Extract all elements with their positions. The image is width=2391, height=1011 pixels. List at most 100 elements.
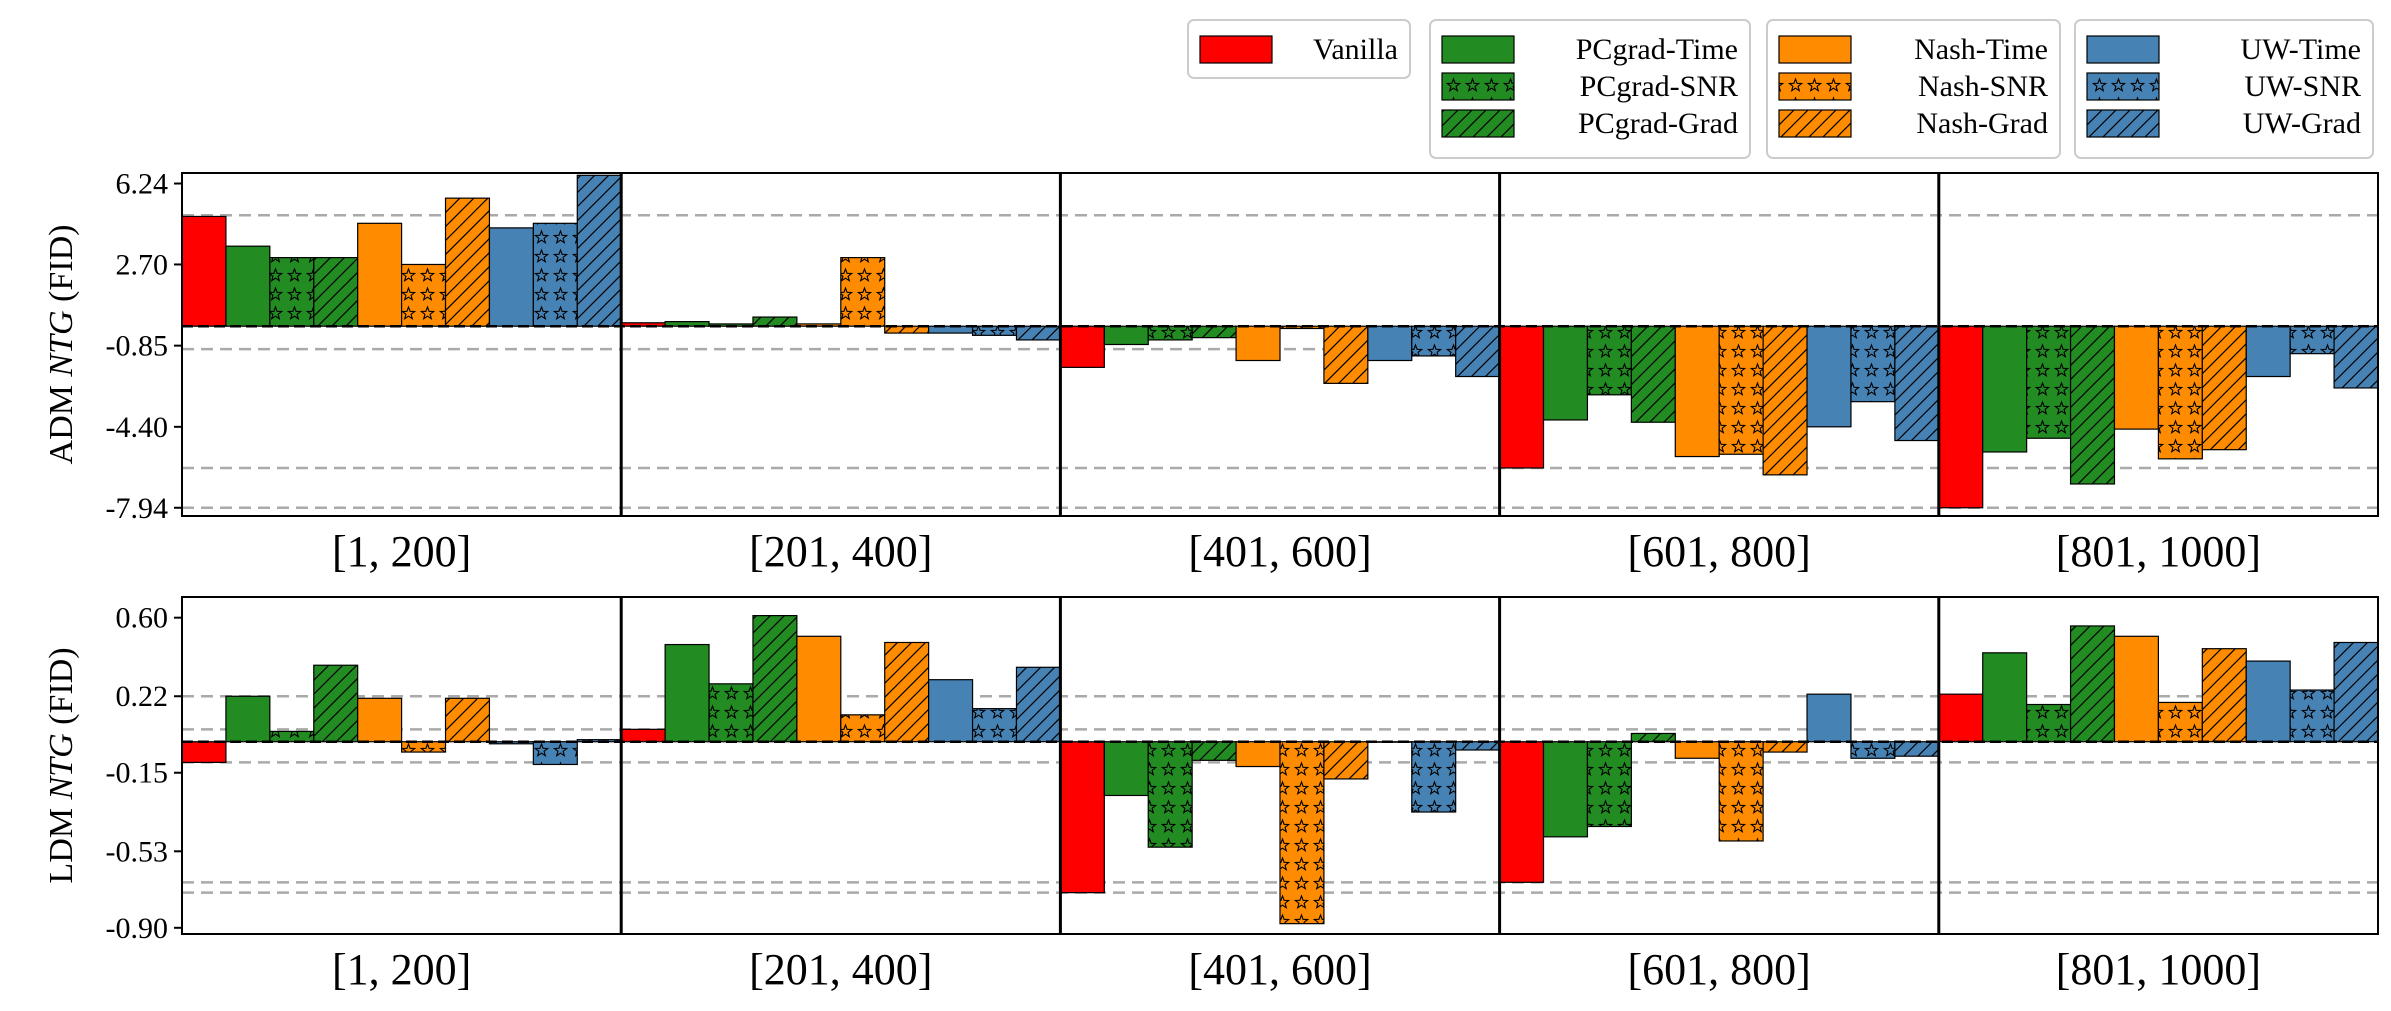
bar-nash-grad-2 <box>884 641 930 743</box>
bar-nash-snr-1 <box>401 263 447 327</box>
bar-uw-snr-3 <box>1411 741 1457 813</box>
bar-uw-time-5 <box>2245 660 2291 743</box>
bar-uw-snr-4 <box>1850 741 1896 759</box>
bar-pcgrad-grad-1 <box>313 664 359 743</box>
y-tick-label: -0.90 <box>106 912 169 945</box>
bar-pcgrad-grad-3 <box>1191 741 1237 761</box>
y-tick-label: 0.60 <box>116 602 169 635</box>
legend-swatch-nash-time <box>1778 35 1852 64</box>
bar-pcgrad-time-5 <box>1982 325 2028 453</box>
bar-nash-time-5 <box>2113 635 2159 743</box>
panel-adm: 6.24 2.70 -0.85 -4.40 -7.94 [1, 200] [201, 400… <box>43 168 2379 576</box>
x-category-label: [201, 400] <box>749 527 932 576</box>
bar-pcgrad-grad-4 <box>1630 732 1676 743</box>
legend-label-uw-snr: UW-SNR <box>2244 70 2361 103</box>
bar-nash-snr-1 <box>401 741 447 753</box>
legend-label-uw-time: UW-Time <box>2240 33 2361 66</box>
bar-uw-grad-5 <box>2333 641 2379 743</box>
bar-pcgrad-grad-3 <box>1191 325 1237 339</box>
legend-label-nash-grad: Nash-Grad <box>1916 107 2048 140</box>
y-tick-label: 6.24 <box>116 168 169 201</box>
y-tick-label: 0.22 <box>116 680 169 713</box>
y-tick-label: -0.85 <box>106 330 169 363</box>
bar-uw-snr-2 <box>971 708 1018 743</box>
bar-nash-grad-4 <box>1762 325 1808 476</box>
legend-swatch-uw-grad <box>2086 109 2160 138</box>
legend-group-2: PCgrad-Time PCgrad-SNR PCgrad-Grad <box>1429 19 1751 159</box>
bar-vanilla-5 <box>1938 325 1984 509</box>
y-axis-label: ADM NTG (FID) <box>43 225 80 465</box>
bar-nash-time-1 <box>357 697 403 743</box>
bar-uw-snr-1 <box>532 741 578 766</box>
legend-label-vanilla: Vanilla <box>1313 33 1398 66</box>
bar-uw-grad-3 <box>1455 325 1501 378</box>
bar-vanilla-5 <box>1938 693 1984 743</box>
legend-group-4: UW-Time UW-SNR UW-Grad <box>2074 19 2374 159</box>
bar-nash-grad-4 <box>1762 741 1808 753</box>
y-tick-label: -0.53 <box>106 835 169 868</box>
bar-pcgrad-time-5 <box>1982 652 2028 743</box>
bar-nash-snr-2 <box>840 714 886 743</box>
bar-vanilla-1 <box>181 215 227 327</box>
legend-label-nash-time: Nash-Time <box>1914 33 2048 66</box>
bar-vanilla-4 <box>1498 325 1545 469</box>
bar-nash-time-2 <box>796 323 842 327</box>
bar-uw-snr-4 <box>1850 325 1896 403</box>
legend-swatch-uw-time <box>2086 35 2160 64</box>
x-category-label: [801, 1000] <box>2056 945 2261 994</box>
bar-nash-grad-1 <box>444 197 491 327</box>
bar-pcgrad-time-4 <box>1542 325 1589 421</box>
bar-nash-time-1 <box>357 222 403 327</box>
y-tick-label: -0.15 <box>106 757 169 790</box>
x-category-label: [801, 1000] <box>2056 527 2261 576</box>
bar-uw-time-5 <box>2245 325 2291 378</box>
bar-vanilla-4 <box>1498 741 1545 883</box>
bar-nash-time-3 <box>1235 741 1281 768</box>
bar-uw-time-2 <box>928 679 974 743</box>
legend-label-pcgrad-grad: PCgrad-Grad <box>1578 107 1738 140</box>
x-category-label: [601, 800] <box>1628 527 1811 576</box>
bar-pcgrad-grad-2 <box>752 615 798 743</box>
bar-uw-time-3 <box>1367 325 1413 362</box>
y-tick-label: 2.70 <box>116 248 169 281</box>
bar-uw-time-4 <box>1806 693 1852 743</box>
bar-vanilla-3 <box>1059 741 1105 894</box>
bar-uw-grad-2 <box>1015 325 1061 341</box>
bar-nash-time-4 <box>1674 741 1720 759</box>
bar-nash-grad-5 <box>2201 648 2247 743</box>
legend-label-uw-grad: UW-Grad <box>2243 107 2361 140</box>
bar-uw-snr-5 <box>2289 689 2335 743</box>
bar-nash-snr-5 <box>2157 701 2203 743</box>
bar-pcgrad-snr-5 <box>2026 703 2072 743</box>
bar-pcgrad-grad-5 <box>2069 625 2116 743</box>
bar-uw-snr-3 <box>1411 325 1457 357</box>
legend-swatch-pcgrad-snr <box>1441 72 1515 101</box>
bar-vanilla-1 <box>181 741 227 763</box>
x-category-label: [401, 600] <box>1188 945 1371 994</box>
bar-pcgrad-snr-4 <box>1586 741 1632 828</box>
bar-nash-snr-4 <box>1718 741 1764 842</box>
legend-swatch-nash-grad <box>1778 109 1852 138</box>
bar-uw-grad-2 <box>1015 666 1061 743</box>
x-category-label: [601, 800] <box>1628 945 1811 994</box>
legend-label-pcgrad-time: PCgrad-Time <box>1576 33 1738 66</box>
bar-nash-grad-3 <box>1323 325 1369 384</box>
legend-swatch-pcgrad-grad <box>1441 109 1515 138</box>
bar-vanilla-2 <box>620 322 666 327</box>
legend-swatch-uw-snr <box>2086 72 2160 101</box>
legend-group-3: Nash-Time Nash-SNR Nash-Grad <box>1766 19 2061 159</box>
legend-label-nash-snr: Nash-SNR <box>1918 70 2048 103</box>
bar-pcgrad-time-2 <box>664 643 710 743</box>
bar-pcgrad-grad-1 <box>313 257 359 327</box>
bar-uw-snr-2 <box>971 325 1018 336</box>
bar-pcgrad-time-1 <box>225 245 271 327</box>
bar-nash-grad-1 <box>444 697 491 743</box>
bar-nash-snr-5 <box>2157 325 2203 460</box>
x-category-label: [401, 600] <box>1188 527 1371 576</box>
bar-nash-time-3 <box>1235 325 1281 362</box>
bar-pcgrad-snr-3 <box>1147 325 1193 341</box>
bar-pcgrad-time-4 <box>1542 741 1589 838</box>
bar-vanilla-3 <box>1059 325 1105 368</box>
legend-label-pcgrad-snr: PCgrad-SNR <box>1580 70 1738 103</box>
